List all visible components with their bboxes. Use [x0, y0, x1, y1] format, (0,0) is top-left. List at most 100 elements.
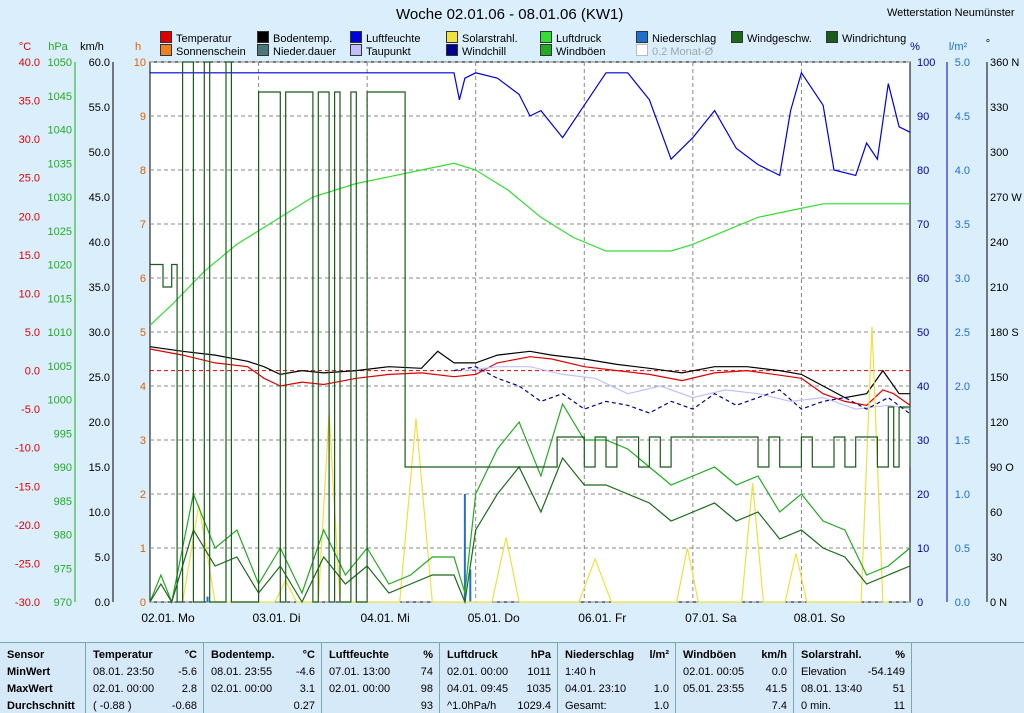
legend-swatch — [540, 44, 552, 56]
tick-label-humidity: 0 — [917, 597, 923, 609]
axis-unit-sun: h — [135, 41, 141, 53]
tick-label-humidity: 100 — [917, 57, 935, 69]
x-axis-day-label: 04.01. Mi — [360, 611, 409, 625]
stats-column: Windböen km/h 02.01. 00:05 0.0 05.01. 23:55 4… — [676, 643, 794, 713]
tick-label-pressure: 975 — [54, 563, 72, 575]
tick-label-pressure: 1000 — [48, 395, 72, 407]
series-line — [453, 366, 911, 415]
tick-label-wind: 55.0 — [89, 102, 110, 114]
stats-cell-label: 02.01. 00:00 — [93, 683, 155, 695]
tick-label-sun: 1 — [140, 543, 146, 555]
tick-label-direction: 240 — [990, 237, 1008, 249]
stats-cell-value: 1.0 — [653, 683, 669, 695]
series-line — [150, 61, 911, 603]
tick-label-wind: 5.0 — [95, 552, 110, 564]
tick-label-direction: 300 — [990, 147, 1008, 159]
stats-cell-label: 02.01. 00:00 — [447, 666, 509, 678]
tick-label-rain: 1.0 — [955, 489, 970, 501]
legend-label: Sonnenschein — [176, 46, 246, 58]
stats-column-unit: % — [423, 649, 433, 661]
x-axis-day-label: 08.01. So — [794, 611, 846, 625]
stats-cell-label: 1:40 h — [565, 666, 596, 678]
tick-label-sun: 5 — [140, 327, 146, 339]
legend-label: Windrichtung — [842, 33, 907, 45]
tick-label-direction: 120 — [990, 417, 1008, 429]
tick-label-wind: 20.0 — [89, 417, 110, 429]
stats-cell-label: Durchschnitt — [7, 700, 75, 712]
legend-item: Taupunkt — [350, 44, 411, 58]
legend-label: Bodentemp. — [273, 33, 333, 45]
tick-label-humidity: 10 — [917, 543, 929, 555]
tick-label-wind: 40.0 — [89, 237, 110, 249]
tick-label-temp: -15.0 — [15, 481, 40, 493]
tick-label-pressure: 1040 — [48, 125, 72, 137]
legend-item: Niederschlag — [636, 31, 716, 45]
tick-label-wind: 45.0 — [89, 192, 110, 204]
series-line — [149, 456, 911, 605]
legend-swatch — [446, 44, 458, 56]
tick-label-direction: 210 — [990, 282, 1008, 294]
tick-label-temp: -25.0 — [15, 558, 40, 570]
legend-label: Temperatur — [176, 33, 232, 45]
legend-item: Sonnenschein — [160, 44, 246, 58]
stats-column-title: Solarstrahl. — [801, 649, 862, 661]
legend-label: 0.2 Monat-Ø — [652, 46, 714, 58]
legend-label: Taupunkt — [366, 46, 411, 58]
stats-column-title: Windböen — [683, 649, 737, 661]
tick-label-temp: 10.0 — [19, 288, 40, 300]
legend-item: Windrichtung — [826, 31, 906, 45]
legend-swatch — [350, 44, 362, 56]
legend-swatch — [257, 44, 269, 56]
tick-label-temp: -10.0 — [15, 443, 40, 455]
legend-item: Nieder.dauer — [257, 44, 336, 58]
legend-swatch — [160, 31, 172, 43]
legend-swatch — [350, 31, 362, 43]
tick-label-wind: 30.0 — [89, 327, 110, 339]
tick-label-temp: -30.0 — [15, 597, 40, 609]
x-axis-day-label: 03.01. Di — [253, 611, 301, 625]
stats-cell-value: 0.0 — [771, 666, 787, 678]
tick-label-temp: 30.0 — [19, 134, 40, 146]
tick-label-pressure: 1025 — [48, 226, 72, 238]
tick-label-temp: 5.0 — [25, 327, 40, 339]
tick-label-direction: 330 — [990, 102, 1008, 114]
legend-label: Niederschlag — [652, 33, 717, 45]
stats-cell-value: -0.68 — [171, 700, 197, 712]
tick-label-pressure: 1045 — [48, 91, 72, 103]
tick-label-rain: 2.5 — [955, 327, 970, 339]
tick-label-direction: 360 N — [990, 57, 1019, 69]
legend-item: Temperatur — [160, 31, 232, 45]
tick-label-direction: 60 — [990, 507, 1002, 519]
tick-label-pressure: 1010 — [48, 327, 72, 339]
tick-label-humidity: 70 — [917, 219, 929, 231]
tick-label-temp: -20.0 — [15, 520, 40, 532]
stats-cell-label: MinWert — [7, 666, 51, 678]
stats-cell-label: 02.01. 00:00 — [329, 683, 391, 695]
x-axis-day-label: 02.01. Mo — [141, 611, 195, 625]
tick-label-wind: 10.0 — [89, 507, 110, 519]
stats-cell-label: MaxWert — [7, 683, 53, 695]
series-line — [149, 162, 910, 326]
tick-label-sun: 8 — [140, 165, 146, 177]
stats-column-unit: % — [895, 649, 905, 661]
tick-label-rain: 5.0 — [955, 57, 970, 69]
stats-column-title: Niederschlag — [565, 649, 635, 661]
tick-label-temp: 20.0 — [19, 211, 40, 223]
tick-label-humidity: 80 — [917, 165, 929, 177]
stats-column-unit: hPa — [530, 649, 551, 661]
tick-label-wind: 15.0 — [89, 462, 110, 474]
tick-label-sun: 9 — [140, 111, 146, 123]
stats-cell-value: 7.4 — [771, 700, 787, 712]
legend-item: Windböen — [540, 44, 606, 58]
tick-label-direction: 270 W — [990, 192, 1022, 204]
tick-label-rain: 2.0 — [955, 381, 970, 393]
tick-label-pressure: 1030 — [48, 192, 72, 204]
stats-cell-label: 05.01. 23:55 — [683, 683, 745, 695]
x-axis-day-label: 06.01. Fr — [578, 611, 626, 625]
tick-label-rain: 1.5 — [955, 435, 970, 447]
stats-cell-label: 08.01. 23:55 — [211, 666, 273, 678]
x-axis-day-label: 05.01. Do — [468, 611, 520, 625]
tick-label-pressure: 1020 — [48, 260, 72, 272]
stats-column-title: Luftdruck — [447, 649, 498, 661]
stats-column-title: Sensor — [7, 649, 45, 661]
